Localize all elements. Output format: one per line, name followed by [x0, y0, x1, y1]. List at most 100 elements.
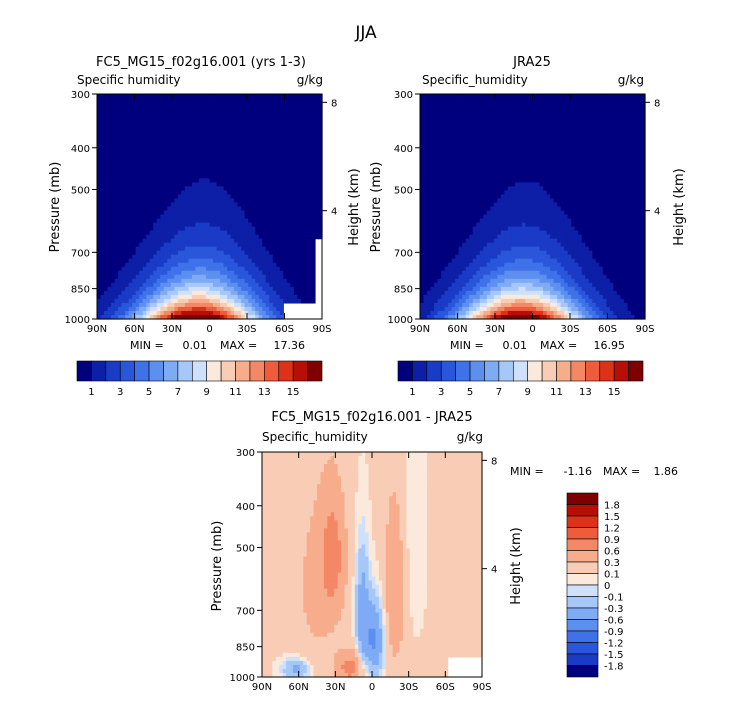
heatmap-cell [276, 274, 281, 280]
heatmap-cell [581, 106, 586, 111]
heatmap-cell [181, 126, 186, 131]
heatmap-cell [234, 106, 239, 111]
heatmap-cell [163, 154, 168, 159]
heatmap-cell [251, 194, 256, 200]
heatmap-cell [557, 150, 562, 155]
heatmap-cell [304, 230, 309, 236]
heatmap-cell [602, 134, 607, 139]
heatmap-cell [476, 138, 481, 143]
heatmap-cell [574, 154, 579, 159]
heatmap-cell [121, 110, 126, 115]
heatmap-cell [146, 234, 151, 240]
heatmap-cell [255, 106, 260, 111]
heatmap-cell [543, 170, 548, 175]
heatmap-cell [223, 250, 228, 256]
heatmap-cell [139, 110, 144, 115]
heatmap-cell [307, 258, 313, 264]
heatmap-cell [493, 126, 498, 131]
heatmap-cell [297, 174, 302, 179]
heatmap-cell [244, 202, 249, 208]
heatmap-cell [290, 94, 295, 99]
heatmap-cell [567, 142, 572, 147]
heatmap-cell [181, 242, 186, 248]
heatmap-cell [553, 118, 558, 123]
heatmap-cell [616, 150, 621, 155]
heatmap-cell [114, 290, 119, 296]
heatmap-cell [609, 110, 614, 115]
heatmap-cell [613, 142, 618, 147]
heatmap-cell [297, 106, 302, 111]
heatmap-cell [149, 218, 154, 224]
heatmap-cell [241, 298, 246, 304]
heatmap-cell [223, 226, 228, 232]
heatmap-cell [472, 94, 477, 99]
heatmap-cell [451, 162, 456, 167]
heatmap-cell [184, 210, 190, 216]
heatmap-cell [132, 118, 137, 123]
heatmap-cell [241, 194, 246, 200]
heatmap-cell [107, 182, 112, 188]
heatmap-cell [279, 250, 284, 256]
heatmap-cell [248, 278, 253, 284]
heatmap-cell [497, 126, 502, 131]
heatmap-cell [198, 134, 204, 139]
heatmap-cell [476, 110, 481, 115]
heatmap-cell [230, 302, 235, 308]
heatmap-cell [609, 134, 614, 139]
heatmap-cell [209, 298, 214, 304]
heatmap-cell [430, 142, 435, 147]
heatmap-cell [420, 126, 425, 131]
heatmap-cell [613, 170, 618, 175]
heatmap-cell [241, 222, 246, 228]
heatmap-cell [223, 270, 228, 276]
heatmap-cell [170, 134, 175, 139]
heatmap-cell [504, 134, 509, 139]
heatmap-cell [244, 222, 249, 228]
heatmap-cell [455, 126, 460, 131]
heatmap-cell [314, 206, 320, 212]
heatmap-cell [234, 98, 239, 103]
heatmap-cell [198, 222, 204, 228]
heatmap-cell [279, 130, 284, 135]
heatmap-cell [602, 102, 607, 107]
heatmap-cell [146, 286, 151, 292]
heatmap-cell [153, 294, 158, 300]
heatmap-cell [146, 294, 151, 300]
heatmap-cell [304, 270, 309, 276]
heatmap-cell [462, 102, 467, 107]
heatmap-cell [637, 114, 643, 119]
heatmap-cell [293, 190, 298, 196]
heatmap-cell [286, 274, 291, 280]
heatmap-cell [181, 190, 186, 196]
heatmap-cell [521, 98, 527, 103]
heatmap-cell [595, 138, 600, 143]
heatmap-cell [448, 106, 453, 111]
heatmap-cell [202, 166, 207, 171]
heatmap-cell [223, 130, 228, 135]
heatmap-cell [444, 146, 449, 151]
heatmap-cell [479, 154, 484, 159]
heatmap-cell [592, 174, 597, 179]
heatmap-cell [472, 158, 477, 163]
heatmap-cell [300, 106, 306, 111]
heatmap-cell [630, 130, 636, 135]
heatmap-cell [142, 174, 147, 179]
heatmap-cell [121, 186, 126, 192]
heatmap-cell [286, 110, 291, 115]
heatmap-cell [630, 102, 636, 107]
heatmap-cell [139, 294, 144, 300]
heatmap-cell [269, 306, 274, 312]
heatmap-cell [135, 210, 140, 216]
heatmap-cell [553, 130, 558, 135]
heatmap-cell [191, 154, 197, 159]
heatmap-cell [153, 226, 158, 232]
heatmap-cell [479, 138, 484, 143]
heatmap-cell [181, 214, 186, 220]
heatmap-cell [543, 130, 548, 135]
heatmap-cell [198, 270, 204, 276]
heatmap-cell [146, 246, 151, 252]
heatmap-cell [209, 302, 214, 308]
heatmap-cell [205, 222, 211, 228]
heatmap-cell [100, 94, 105, 99]
heatmap-cell [174, 130, 179, 135]
